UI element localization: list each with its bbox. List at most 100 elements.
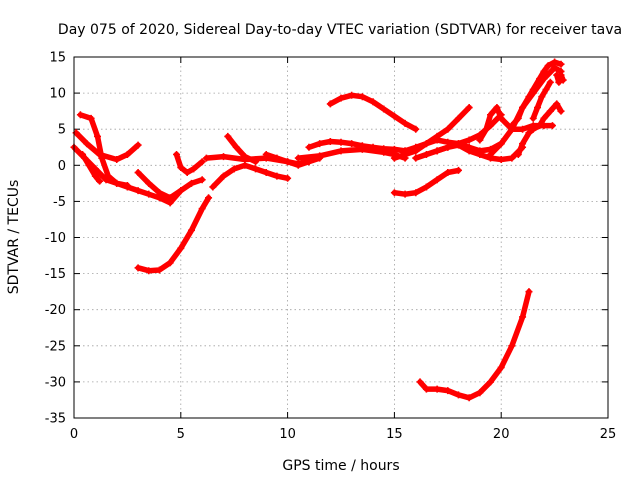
data-point (177, 244, 185, 252)
data-point (252, 165, 260, 173)
y-tick-label: -10 (45, 231, 66, 246)
data-point (508, 122, 516, 130)
data-point (198, 158, 206, 166)
data-point (284, 174, 292, 182)
data-point (465, 147, 473, 155)
data-point (155, 266, 163, 274)
data-point (145, 267, 153, 275)
data-point (187, 179, 195, 187)
data-point (476, 150, 484, 158)
data-point (454, 391, 462, 399)
x-axis-label: GPS time / hours (282, 458, 399, 474)
data-point (529, 114, 537, 122)
series-line (73, 130, 141, 163)
series-trace-10 (224, 132, 260, 166)
data-point (209, 183, 217, 191)
series-line (225, 133, 259, 165)
data-point (87, 114, 95, 122)
data-point (525, 288, 533, 296)
data-point (220, 153, 228, 161)
series-line (295, 146, 408, 161)
data-point (145, 179, 153, 187)
series-trace-22 (508, 58, 565, 130)
chart-title: Day 075 of 2020, Sidereal Day-to-day VTE… (58, 22, 622, 38)
data-point (316, 152, 324, 160)
x-tick-label: 20 (493, 427, 510, 442)
data-point (557, 60, 565, 68)
data-point (559, 76, 567, 84)
data-point (284, 158, 292, 166)
series-trace-26 (416, 288, 533, 402)
data-point (433, 176, 441, 184)
data-point (525, 93, 533, 101)
data-point (508, 154, 516, 162)
data-point (113, 179, 121, 187)
data-point (76, 111, 84, 119)
x-tick-label: 0 (70, 427, 78, 442)
data-point (454, 166, 462, 174)
data-point (104, 172, 112, 180)
data-point (444, 143, 452, 151)
data-point (508, 342, 516, 350)
data-point (390, 112, 398, 120)
series-trace-24 (529, 78, 554, 122)
y-tick-label: -20 (45, 303, 66, 318)
data-point (145, 190, 153, 198)
data-point (544, 62, 552, 70)
data-point (433, 385, 441, 393)
data-point (536, 122, 544, 130)
data-point (465, 394, 473, 402)
data-point (454, 114, 462, 122)
data-point (487, 378, 495, 386)
data-point (380, 148, 388, 156)
data-point (358, 93, 366, 101)
y-tick-label: -30 (45, 375, 66, 390)
data-point (190, 165, 198, 173)
data-point (348, 140, 356, 148)
y-tick-label: 5 (58, 123, 66, 138)
data-point (519, 104, 527, 112)
data-point (187, 226, 195, 234)
data-point (230, 165, 238, 173)
data-point (444, 125, 452, 133)
data-point (497, 363, 505, 371)
data-point (555, 78, 563, 86)
data-point (542, 85, 550, 93)
data-point (205, 194, 213, 202)
data-point (93, 132, 101, 140)
y-tick-label: -35 (45, 412, 66, 427)
data-point (444, 169, 452, 177)
data-point (497, 114, 505, 122)
data-point (422, 183, 430, 191)
x-tick-label: 25 (600, 427, 617, 442)
data-point (454, 141, 462, 149)
data-point (305, 143, 313, 151)
data-point (412, 143, 420, 151)
y-tick-label: -25 (45, 339, 66, 354)
data-point (85, 161, 93, 169)
series-trace-03 (76, 111, 131, 190)
y-tick-label: -5 (53, 195, 66, 210)
data-point (514, 114, 522, 122)
data-point (380, 105, 388, 113)
data-point (529, 85, 537, 93)
y-axis-label: SDTVAR / TECUs (6, 180, 22, 295)
data-point (155, 189, 163, 197)
data-point (96, 177, 104, 185)
data-point (123, 182, 131, 190)
data-point (326, 137, 334, 145)
data-point (482, 125, 490, 133)
data-point (557, 71, 565, 79)
data-point (316, 140, 324, 148)
data-point (465, 104, 473, 112)
data-point (540, 114, 548, 122)
data-point (198, 205, 206, 213)
data-point (540, 67, 548, 75)
series-trace-25 (553, 71, 567, 86)
data-point (422, 150, 430, 158)
data-point (273, 154, 281, 162)
data-point (546, 107, 554, 115)
data-point (551, 58, 559, 66)
data-point (476, 389, 484, 397)
